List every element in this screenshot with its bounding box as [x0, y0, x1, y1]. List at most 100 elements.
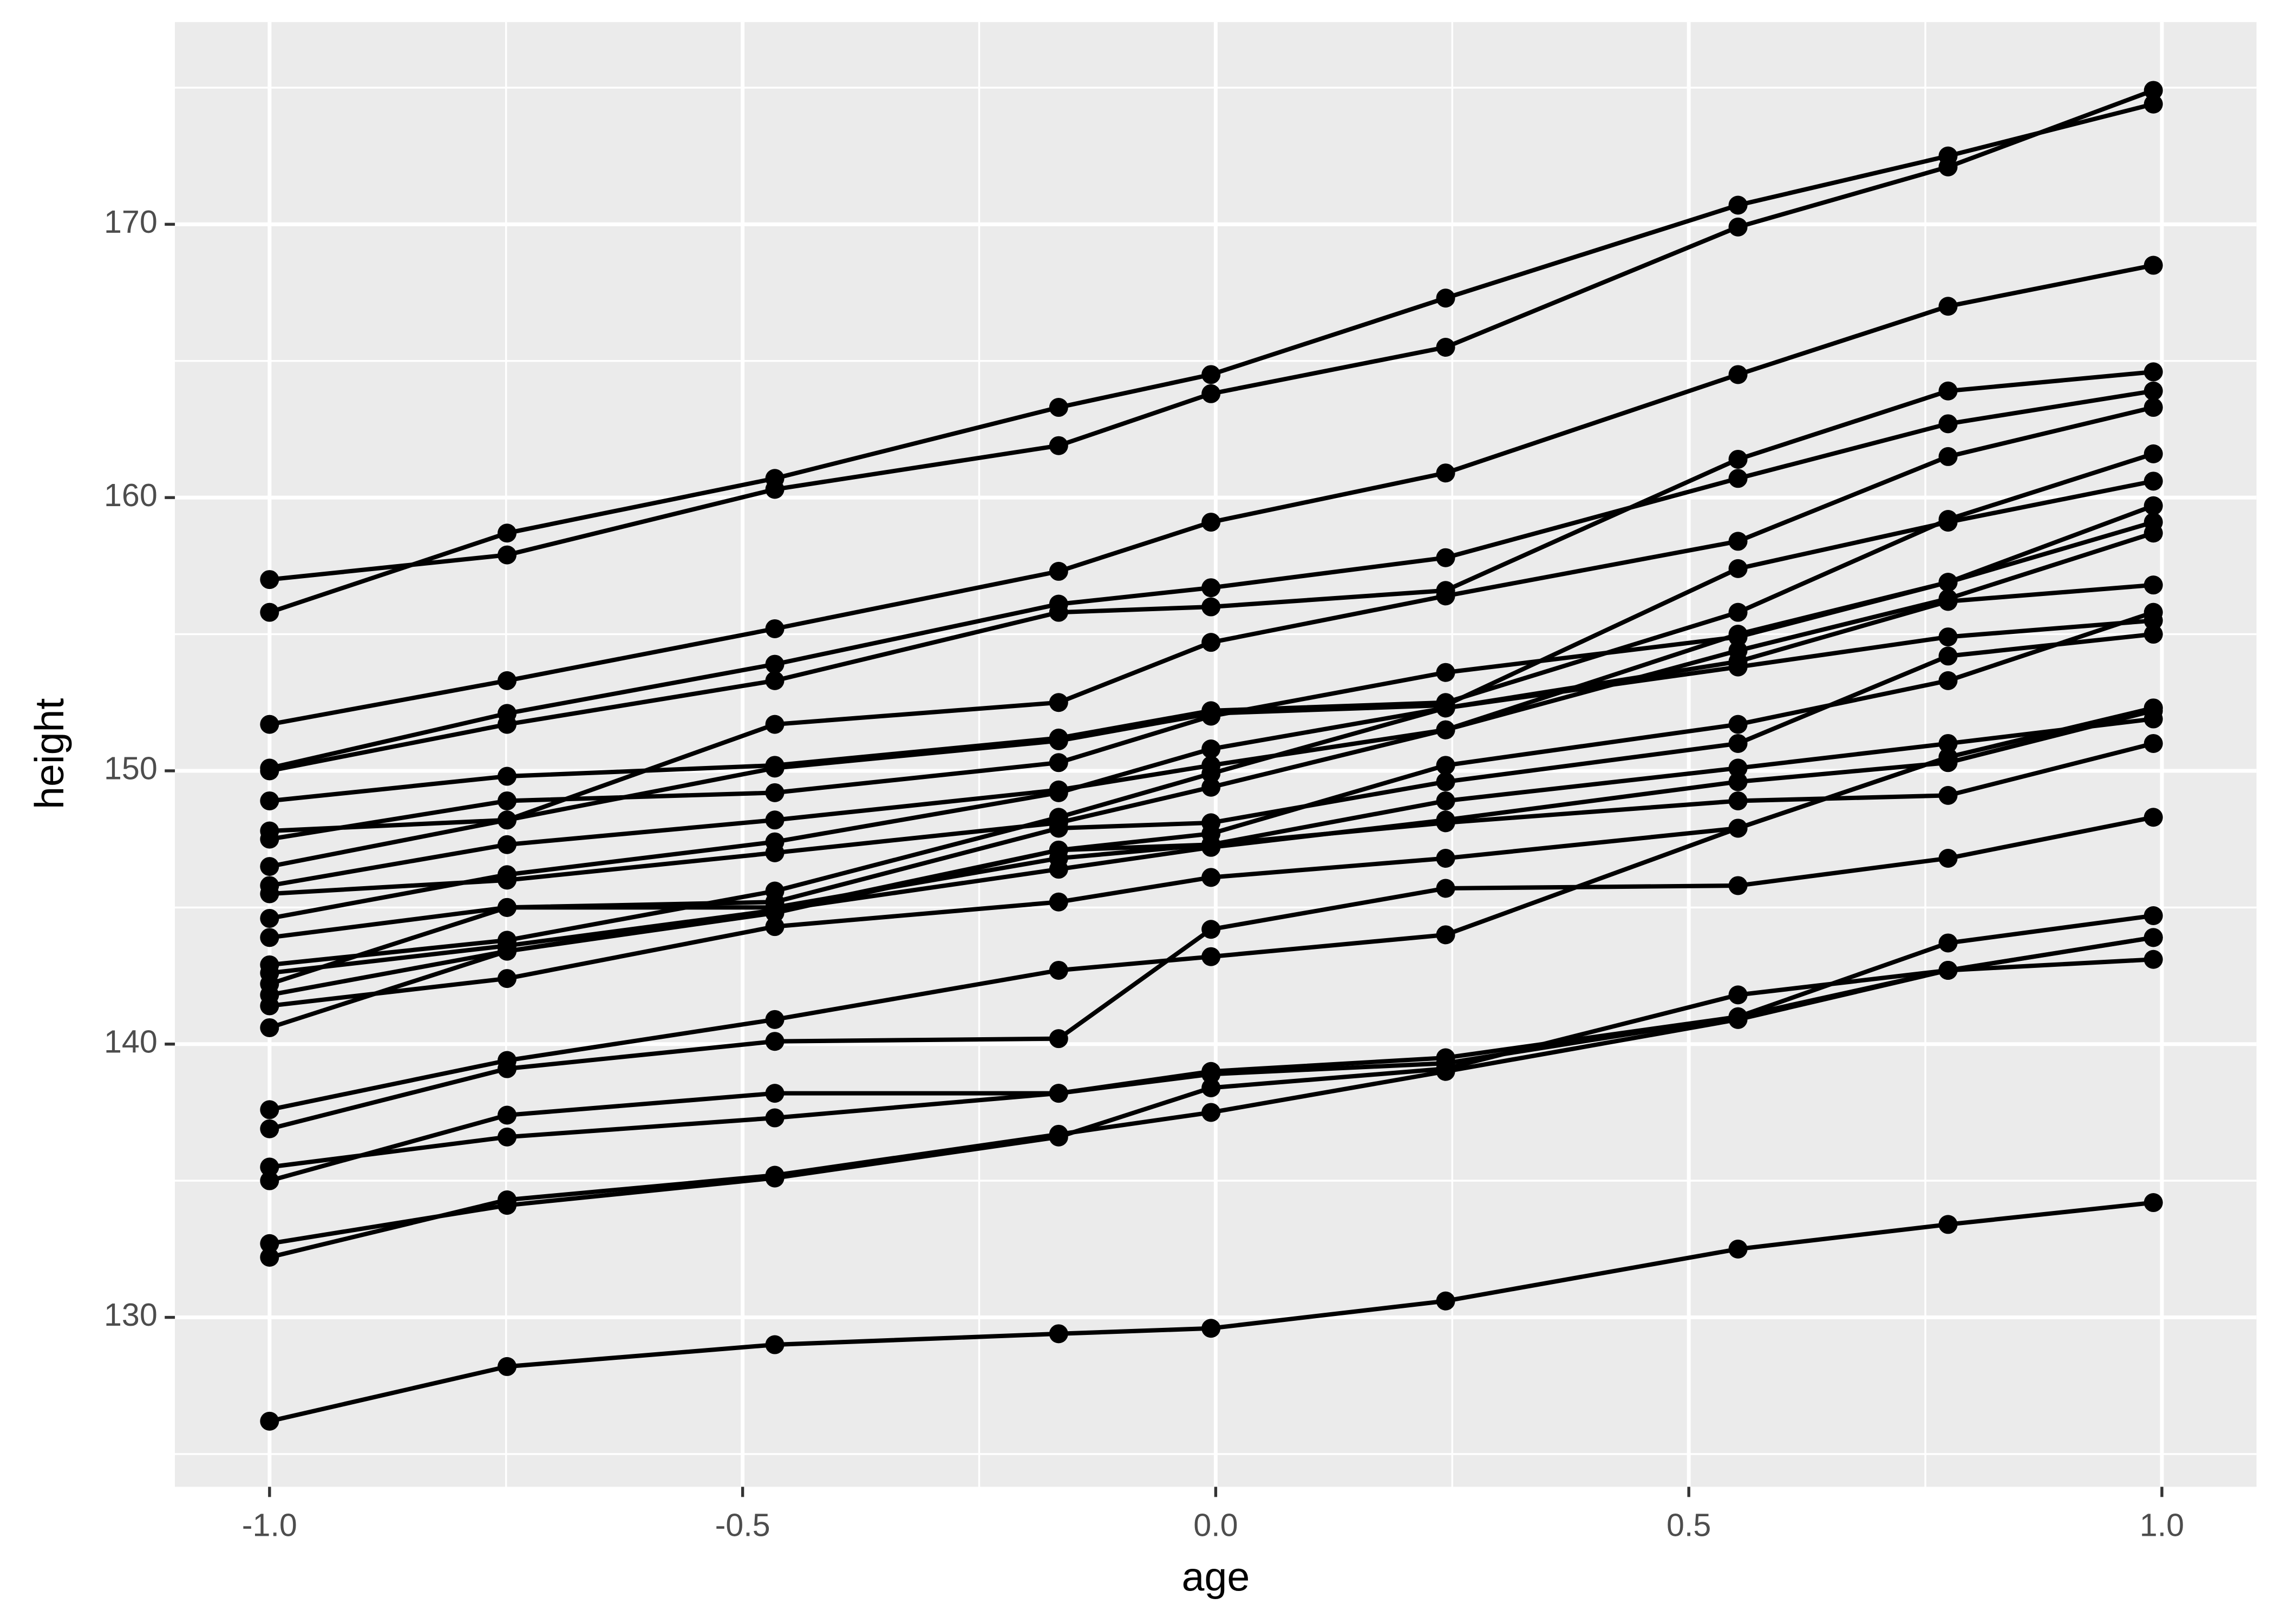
data-point	[1201, 597, 1221, 617]
data-point	[1436, 463, 1455, 483]
data-point	[1436, 925, 1455, 945]
data-point	[260, 857, 279, 876]
data-point	[1728, 449, 1748, 469]
data-point	[1938, 848, 1958, 868]
data-point	[1201, 764, 1221, 783]
data-point	[1436, 586, 1455, 606]
data-point	[1049, 398, 1068, 417]
data-point	[1201, 513, 1221, 532]
data-point	[2144, 928, 2163, 947]
data-point	[1728, 625, 1748, 644]
x-tick-label: -0.5	[715, 1507, 770, 1543]
data-point	[1728, 603, 1748, 622]
data-point	[260, 1157, 279, 1177]
data-point	[1728, 532, 1748, 551]
data-point	[2144, 625, 2163, 644]
data-point	[1201, 365, 1221, 384]
data-point	[1938, 573, 1958, 592]
data-point	[497, 1190, 517, 1209]
data-point	[2144, 444, 2163, 463]
data-point	[1938, 414, 1958, 434]
data-point	[1436, 1062, 1455, 1081]
data-point	[1049, 1084, 1068, 1103]
data-point	[1436, 756, 1455, 775]
data-point	[1436, 663, 1455, 682]
data-point	[1201, 739, 1221, 759]
data-point	[765, 671, 785, 690]
data-point	[1938, 748, 1958, 767]
data-point	[1728, 1010, 1748, 1029]
data-point	[260, 1248, 279, 1267]
data-point	[1049, 783, 1068, 802]
data-point	[1436, 337, 1455, 357]
data-point	[1201, 947, 1221, 966]
data-point	[2144, 949, 2163, 969]
data-point	[1728, 469, 1748, 488]
data-point	[497, 715, 517, 734]
data-point	[497, 523, 517, 543]
data-point	[1728, 791, 1748, 810]
data-point	[1049, 731, 1068, 750]
data-point	[1436, 720, 1455, 739]
data-point	[1938, 297, 1958, 316]
data-point	[2144, 472, 2163, 491]
data-point	[260, 996, 279, 1016]
data-point	[2144, 698, 2163, 718]
data-point	[1938, 627, 1958, 647]
data-point	[1938, 1215, 1958, 1234]
data-point	[260, 1018, 279, 1037]
data-point	[1436, 848, 1455, 868]
data-point	[1049, 892, 1068, 912]
data-point	[765, 1032, 785, 1051]
data-point	[1938, 146, 1958, 166]
data-point	[1436, 698, 1455, 718]
data-point	[497, 969, 517, 988]
data-point	[2144, 81, 2163, 100]
data-point	[260, 1171, 279, 1190]
y-tick-label: 150	[104, 750, 158, 787]
data-point	[497, 835, 517, 854]
data-point	[260, 909, 279, 928]
data-point	[260, 829, 279, 849]
data-point	[260, 1234, 279, 1253]
data-point	[1436, 879, 1455, 898]
data-point	[1201, 920, 1221, 939]
data-point	[1201, 384, 1221, 403]
data-point	[260, 884, 279, 903]
data-point	[2144, 94, 2163, 114]
data-point	[1436, 772, 1455, 791]
data-point	[1938, 785, 1958, 805]
data-point	[1728, 985, 1748, 1005]
data-point	[1049, 561, 1068, 581]
data-point	[1728, 734, 1748, 753]
data-point	[1728, 876, 1748, 895]
data-point	[1938, 734, 1958, 753]
data-point	[1436, 289, 1455, 308]
data-point	[1049, 840, 1068, 860]
data-point	[765, 810, 785, 830]
data-point	[260, 603, 279, 622]
data-point	[1938, 592, 1958, 611]
data-point	[1201, 868, 1221, 887]
data-point	[2144, 381, 2163, 401]
data-point	[765, 903, 785, 922]
data-point	[1436, 813, 1455, 833]
data-point	[497, 671, 517, 690]
grid	[175, 22, 2257, 1487]
data-point	[765, 881, 785, 901]
data-point	[1728, 772, 1748, 791]
data-point	[497, 1059, 517, 1078]
data-point	[2144, 1193, 2163, 1213]
data-marks	[260, 81, 2163, 1431]
data-point	[1938, 381, 1958, 401]
data-point	[1938, 671, 1958, 690]
x-tick-label: 0.5	[1667, 1507, 1711, 1543]
data-point	[2144, 906, 2163, 925]
data-point	[2144, 362, 2163, 382]
data-point	[260, 570, 279, 590]
data-point	[765, 1084, 785, 1103]
data-point	[2144, 808, 2163, 827]
data-point	[1728, 652, 1748, 671]
data-point	[2144, 603, 2163, 622]
data-point	[1728, 818, 1748, 838]
